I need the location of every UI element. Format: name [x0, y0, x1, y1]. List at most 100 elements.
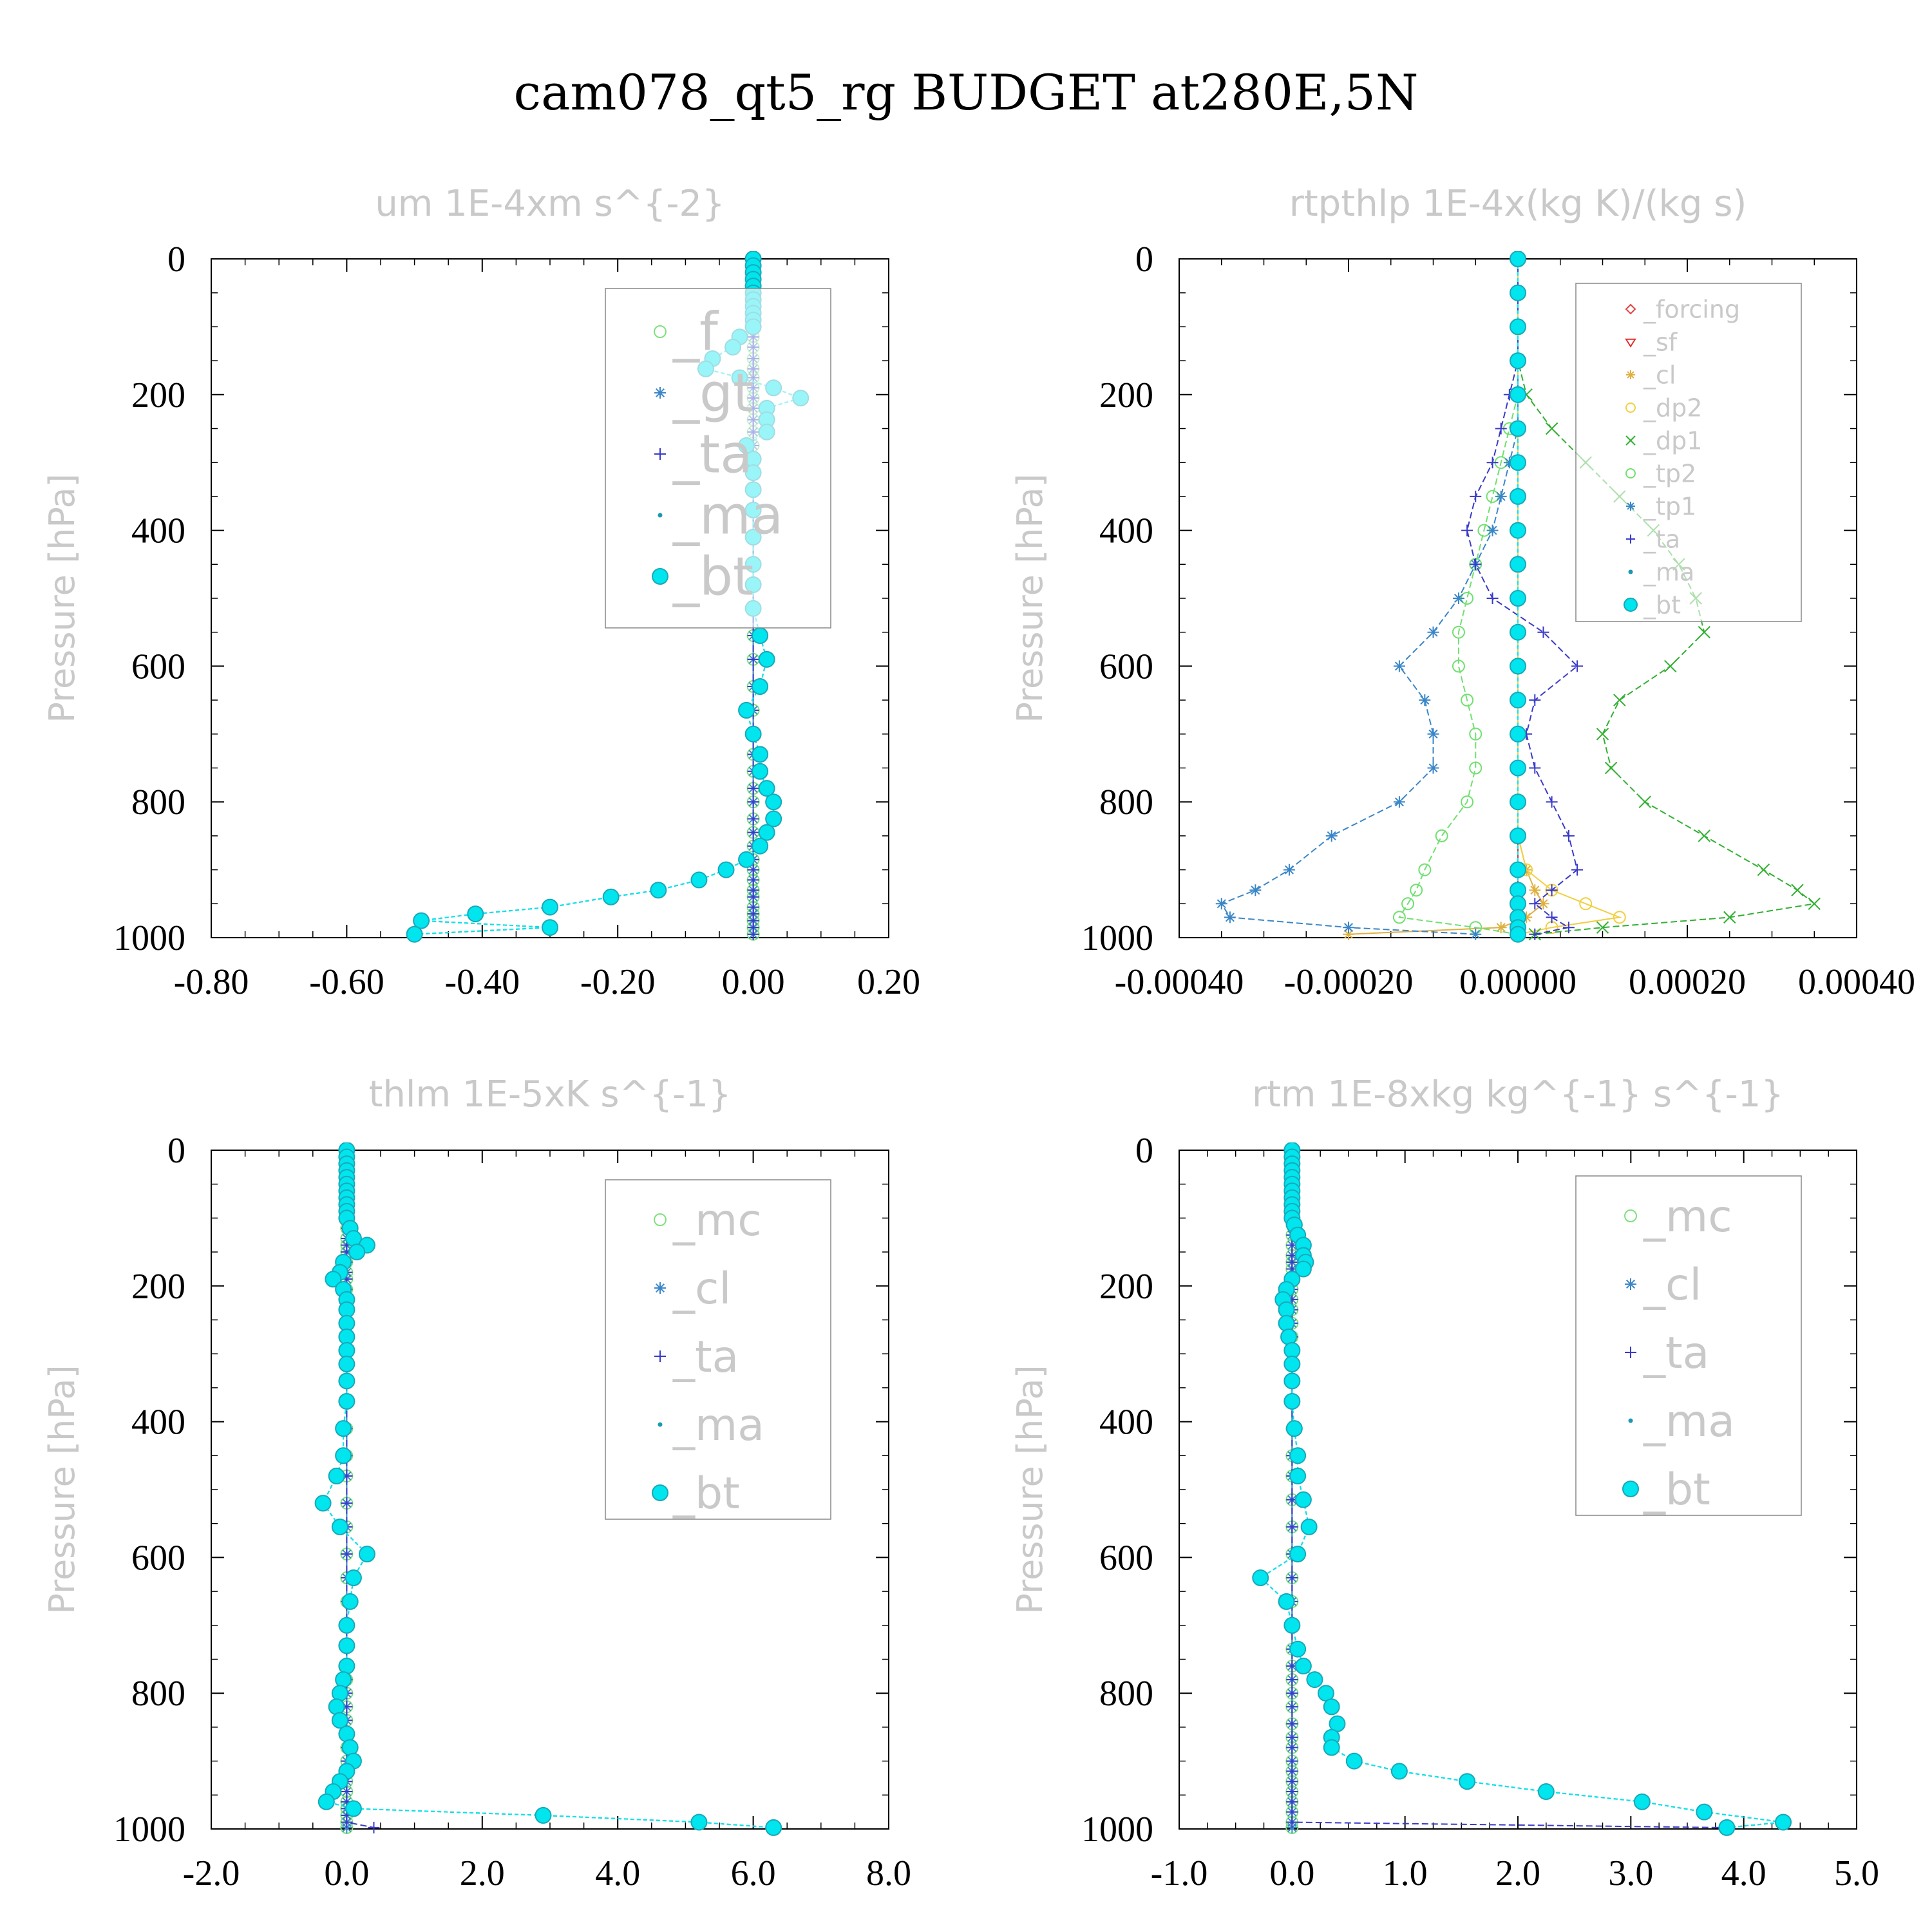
data-point-tp1	[1215, 898, 1227, 910]
legend-label: _ta	[672, 424, 752, 486]
legend-label: _ta	[1643, 525, 1680, 553]
data-point-bt	[338, 1616, 355, 1634]
data-point-ta	[1571, 864, 1584, 876]
panel-1: um 1E-4xm s^{-2} Pressure [hPa] -0.80 -0.60…	[42, 183, 920, 1002]
data-point-bt	[1280, 1328, 1298, 1345]
data-point-bt	[328, 1467, 345, 1484]
legend-marker-f	[654, 325, 667, 338]
data-point-ta	[1486, 457, 1499, 469]
data-point-ta	[1286, 1572, 1298, 1584]
data-point-bt	[314, 1495, 332, 1512]
data-point-ta	[1529, 694, 1541, 706]
main-title: cam078_qt5_rg BUDGET at280E,5N	[514, 64, 1419, 121]
data-point-tp2	[1461, 694, 1474, 707]
data-point-bt	[1510, 759, 1526, 777]
data-point-dp1	[1698, 625, 1711, 639]
legend-marker-bt	[1622, 1481, 1639, 1497]
y-tick-label: 1000	[113, 918, 185, 958]
legend-label: _ma	[1643, 1396, 1735, 1447]
data-point-bt	[338, 1725, 355, 1743]
data-point-bt	[335, 1447, 352, 1464]
legend-marker-mc	[1624, 1209, 1637, 1222]
y-tick-label: 200	[131, 375, 185, 415]
data-point-ta	[1562, 922, 1575, 934]
data-point-bt	[1510, 861, 1526, 878]
data-point-ta	[1529, 928, 1541, 940]
x-tick-label: -2.0	[183, 1853, 240, 1893]
legend-box	[605, 288, 831, 629]
data-point-bt	[738, 851, 755, 868]
legend-label: _gt	[672, 363, 753, 424]
data-point-bt	[1510, 251, 1526, 267]
data-point-tp2	[1392, 911, 1406, 924]
legend-label: _cl	[1643, 361, 1676, 389]
data-point-bt	[1510, 386, 1526, 403]
data-point-bt	[325, 1271, 342, 1288]
legend-marker-ma	[1628, 1418, 1633, 1423]
data-point-tp2	[1435, 829, 1448, 842]
panel-title: um 1E-4xm s^{-2}	[375, 183, 724, 225]
y-tick-label: 200	[131, 1267, 185, 1307]
legend: _mc _cl _ta _ma _bt	[605, 1179, 831, 1520]
data-point-bt	[1300, 1518, 1318, 1535]
data-point-ta	[1286, 1786, 1298, 1798]
data-point-tp2	[1452, 659, 1465, 673]
data-point-bt	[1345, 1752, 1363, 1770]
legend-label: _ma	[672, 486, 783, 547]
x-tick-label: 0.00	[722, 962, 785, 1002]
panel-title: rtpthlp 1E-4x(kg K)/(kg s)	[1289, 183, 1747, 225]
data-point-ta	[1286, 1816, 1298, 1828]
data-point-bt	[331, 1712, 348, 1729]
legend-marker-ta	[1626, 535, 1635, 544]
panel-3: thlm 1E-5xK s^{-1} Pressure [hPa] -2.0 0.0 2…	[42, 1074, 911, 1893]
x-tick-label: 0.00000	[1459, 962, 1577, 1002]
legend-marker-cl	[654, 1282, 666, 1294]
x-tick-label: -0.00040	[1115, 962, 1244, 1002]
data-point-ta	[1286, 1776, 1298, 1788]
y-tick-label: 800	[1099, 1674, 1153, 1714]
data-point-bt	[690, 1814, 708, 1831]
y-tick-label: 0	[167, 1131, 185, 1171]
data-point-ta	[747, 653, 759, 665]
series-line-ta	[1466, 259, 1578, 935]
data-point-dp1	[1723, 911, 1736, 924]
data-point-ta	[747, 928, 759, 940]
legend-label: _tp2	[1643, 459, 1696, 488]
data-point-bt	[1510, 352, 1526, 370]
x-tick-label: -1.0	[1151, 1853, 1208, 1893]
data-point-bt	[1775, 1814, 1792, 1831]
data-point-bt	[1323, 1698, 1340, 1716]
series-layer	[314, 1142, 782, 1836]
data-point-tp1	[1393, 660, 1405, 672]
y-tick-label: 1000	[1081, 918, 1153, 958]
data-point-ta	[1562, 829, 1575, 842]
y-tick-label: 600	[131, 1538, 185, 1578]
x-tick-label: -0.40	[444, 962, 520, 1002]
legend-label: _ma	[672, 1400, 764, 1451]
data-point-bt	[467, 905, 484, 923]
legend-marker-forcing	[1625, 303, 1636, 315]
data-point-ta	[1286, 1731, 1298, 1743]
data-point-bt	[744, 725, 762, 743]
data-point-ta	[1286, 1755, 1298, 1767]
data-point-bt	[690, 871, 708, 889]
y-tick-label: 0	[1135, 1131, 1153, 1171]
data-point-bt	[406, 925, 423, 943]
legend-label: _mc	[1643, 1191, 1732, 1242]
x-tick-label: -0.00020	[1284, 962, 1414, 1002]
y-axis-label: Pressure [hPa]	[1010, 1365, 1050, 1614]
data-point-bt	[1510, 623, 1526, 641]
data-point-ta	[1470, 490, 1482, 502]
data-point-bt	[1510, 488, 1526, 505]
data-point-bt	[358, 1546, 375, 1563]
data-point-bt	[752, 678, 769, 696]
legend-label: _forcing	[1643, 295, 1740, 323]
legend: _f_gt_ta_ma_bt	[605, 288, 831, 629]
y-tick-label: 200	[1099, 1267, 1153, 1307]
series-layer	[1252, 1142, 1792, 1836]
x-tick-label: -0.20	[580, 962, 656, 1002]
legend-marker-cl	[1626, 370, 1635, 379]
data-point-ta	[1286, 1741, 1298, 1754]
data-point-bt	[1323, 1739, 1340, 1756]
legend-marker-tp1	[1626, 502, 1635, 511]
